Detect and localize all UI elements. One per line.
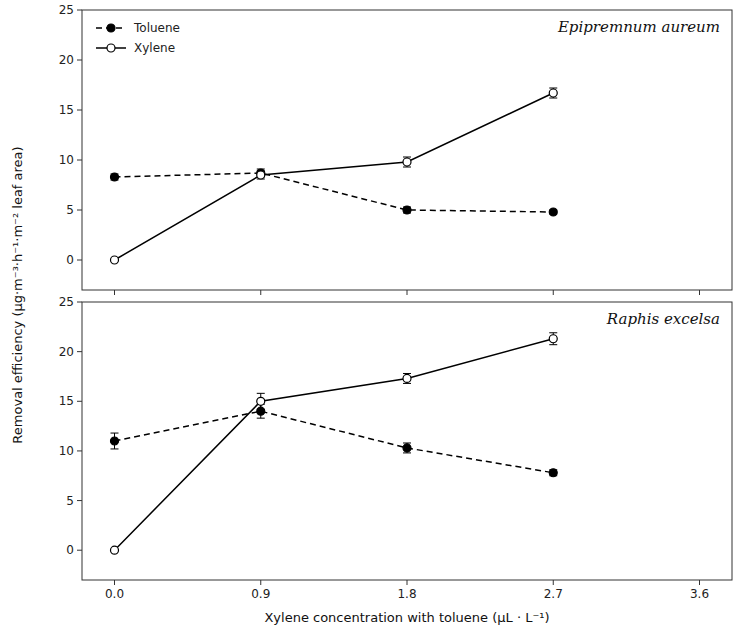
panel-title: Raphis excelsa [606, 310, 720, 328]
legend-marker [107, 24, 115, 32]
x-tick-label: 2.7 [544, 587, 563, 601]
x-tick [407, 580, 408, 585]
x-tick [699, 580, 700, 585]
x-tick [114, 290, 115, 295]
error-cap [403, 383, 411, 384]
error-bar [403, 207, 411, 213]
y-tick-label: 15 [59, 394, 74, 408]
y-tick [77, 10, 82, 11]
error-cap [549, 98, 557, 99]
marker [549, 335, 557, 343]
panel: 0 5 10 15 20 25 0.0 0.9 1.8 2.7 3.6 Raphis excelsa [59, 295, 732, 601]
legend-label: Toluene [133, 21, 180, 35]
error-bar [111, 433, 119, 449]
error-bar [549, 333, 557, 345]
x-tick [260, 290, 261, 295]
marker [111, 437, 119, 445]
y-tick [77, 260, 82, 261]
y-tick [77, 302, 82, 303]
error-cap [403, 442, 411, 443]
x-tick-label: 0.9 [251, 587, 270, 601]
error-cap [257, 393, 265, 394]
error-bar [403, 443, 411, 453]
panel-title: Epipremnum aureum [557, 18, 720, 36]
y-axis-label: Removal efficiency (μg·m⁻³·h⁻¹·m⁻² leaf … [10, 146, 25, 443]
data-area [111, 88, 558, 264]
x-tick [260, 580, 261, 585]
y-tick-label: 25 [59, 295, 74, 309]
marker [549, 89, 557, 97]
y-tick [77, 550, 82, 551]
error-bar [403, 373, 411, 383]
x-tick-label: 3.6 [690, 587, 709, 601]
y-tick [77, 110, 82, 111]
error-bar [111, 174, 119, 180]
error-bar [549, 88, 557, 98]
panel: 0 5 10 15 20 25 Epipremnum aureum Toluene Xylene [59, 3, 732, 295]
x-tick-label: 0.0 [105, 587, 124, 601]
y-tick-label: 10 [59, 153, 74, 167]
series-line [115, 339, 554, 550]
legend-marker [107, 44, 115, 52]
marker [403, 158, 411, 166]
error-bar [257, 171, 265, 179]
plot-frame [82, 10, 732, 290]
y-tick [77, 60, 82, 61]
marker [111, 256, 119, 264]
marker [403, 374, 411, 382]
y-tick-label: 20 [59, 53, 74, 67]
error-cap [403, 167, 411, 168]
y-tick-label: 0 [66, 253, 74, 267]
error-cap [111, 433, 119, 434]
y-tick [77, 450, 82, 451]
y-tick-label: 0 [66, 543, 74, 557]
y-tick [77, 401, 82, 402]
y-tick-label: 25 [59, 3, 74, 17]
marker [549, 208, 557, 216]
legend-label: Xylene [134, 41, 175, 55]
x-tick [407, 290, 408, 295]
y-tick [77, 210, 82, 211]
error-cap [549, 88, 557, 89]
error-bar [403, 157, 411, 167]
y-tick [77, 500, 82, 501]
y-tick-label: 20 [59, 345, 74, 359]
series-line [115, 411, 554, 473]
error-cap [549, 344, 557, 345]
plot-frame [82, 302, 732, 580]
y-tick [77, 351, 82, 352]
y-tick-label: 10 [59, 444, 74, 458]
marker [111, 546, 119, 554]
x-axis-label: Xylene concentration with toluene (μL · … [264, 610, 549, 625]
error-cap [111, 448, 119, 449]
error-cap [403, 452, 411, 453]
series-line [115, 173, 554, 212]
error-cap [549, 332, 557, 333]
series-line [115, 93, 554, 260]
marker [111, 173, 119, 181]
x-tick [553, 290, 554, 295]
legend: Toluene Xylene [96, 21, 180, 55]
error-cap [257, 418, 265, 419]
x-tick [699, 290, 700, 295]
marker [257, 397, 265, 405]
y-tick-label: 5 [66, 203, 74, 217]
marker [257, 407, 265, 415]
x-tick [114, 580, 115, 585]
marker [549, 469, 557, 477]
x-tick-label: 1.8 [397, 587, 416, 601]
marker [403, 444, 411, 452]
error-cap [403, 373, 411, 374]
y-tick-label: 5 [66, 494, 74, 508]
y-tick-label: 15 [59, 103, 74, 117]
x-tick [553, 580, 554, 585]
marker [403, 206, 411, 214]
marker [257, 171, 265, 179]
error-cap [403, 157, 411, 158]
y-tick [77, 160, 82, 161]
chart-svg: 0 5 10 15 20 25 Epipremnum aureum Toluene Xylene… [0, 0, 750, 641]
data-area [111, 333, 558, 554]
